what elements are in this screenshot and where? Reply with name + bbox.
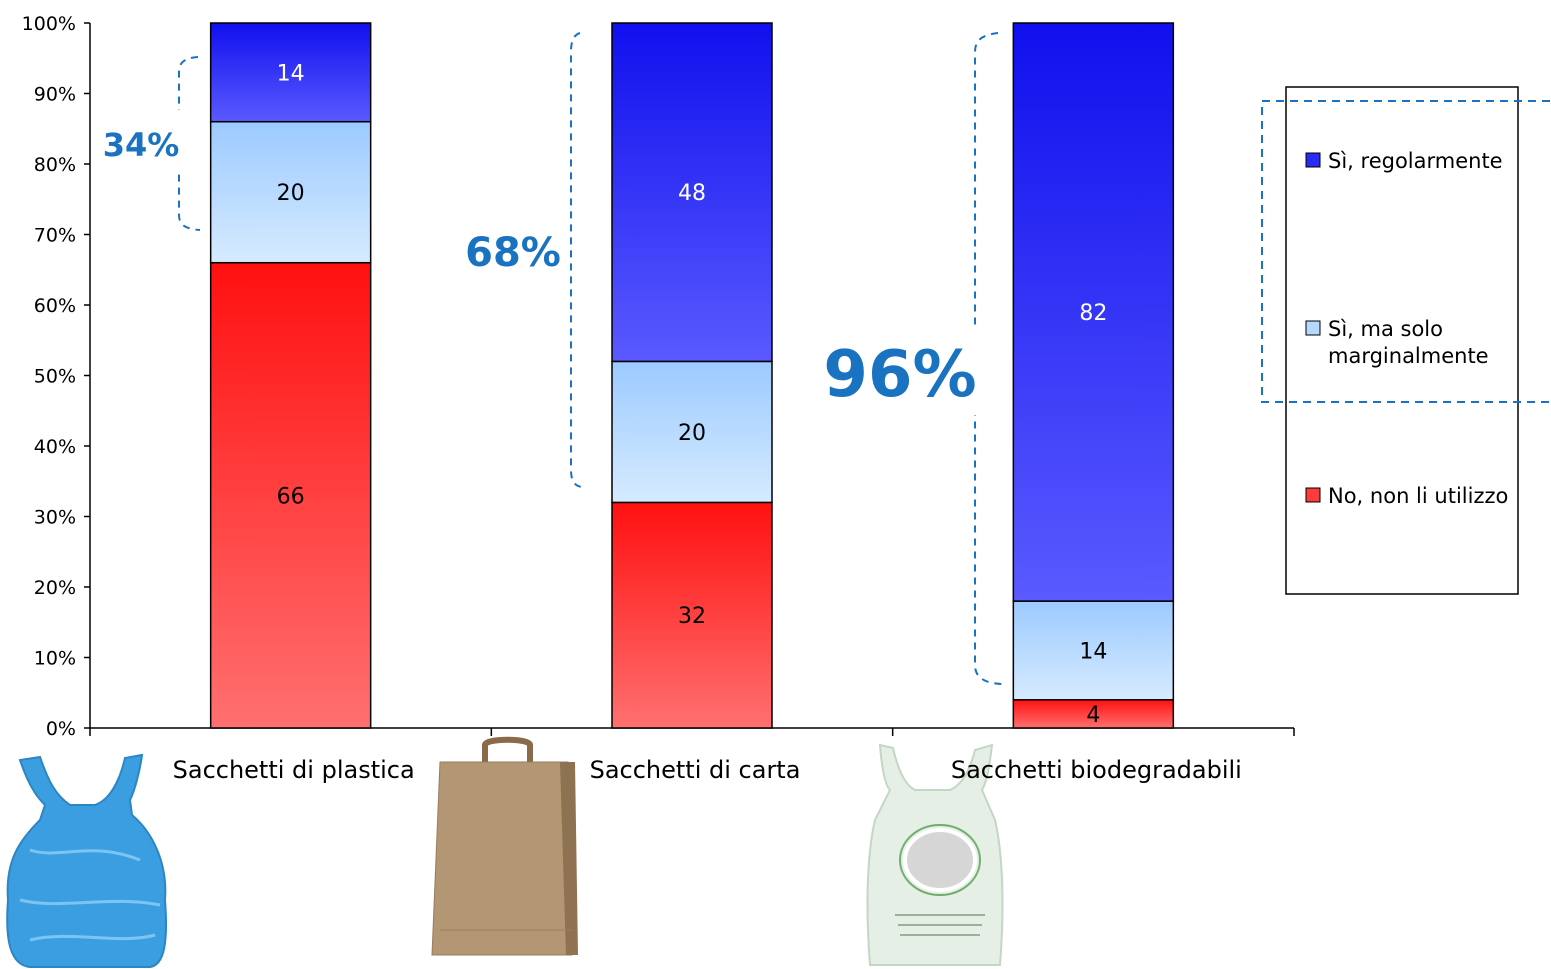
paper-bag-icon bbox=[432, 740, 578, 955]
data-label: 14 bbox=[1079, 639, 1107, 664]
data-label: 20 bbox=[277, 181, 305, 206]
data-label: 4 bbox=[1086, 703, 1100, 728]
y-tick-label: 60% bbox=[34, 295, 76, 317]
y-tick-label: 20% bbox=[34, 577, 76, 599]
chart-bars: 66 20 14 Sacchetti di plastica 32 20 48 Sacchet… bbox=[173, 23, 1242, 784]
data-label: 48 bbox=[678, 181, 706, 206]
legend-label: Sì, regolarmente bbox=[1328, 149, 1503, 173]
x-category-label: Sacchetti biodegradabili bbox=[951, 756, 1242, 784]
y-tick-label: 40% bbox=[34, 436, 76, 458]
y-tick-label: 0% bbox=[46, 718, 76, 740]
legend-swatch bbox=[1306, 321, 1320, 335]
y-tick-label: 90% bbox=[34, 84, 76, 106]
y-tick-label: 100% bbox=[22, 13, 76, 35]
legend-label: Sì, ma solo bbox=[1328, 317, 1443, 341]
y-tick-label: 50% bbox=[34, 366, 76, 388]
callout-plastic-total: 34% bbox=[103, 126, 180, 164]
legend-swatch bbox=[1306, 153, 1320, 167]
legend-label: No, non li utilizzo bbox=[1328, 484, 1508, 508]
brace-68 bbox=[571, 33, 582, 487]
y-tick-label: 10% bbox=[34, 648, 76, 670]
x-category-label: Sacchetti di carta bbox=[590, 756, 801, 784]
callout-biodegradable-total: 96% bbox=[823, 338, 976, 412]
y-tick-label: 30% bbox=[34, 507, 76, 529]
data-label: 20 bbox=[678, 421, 706, 446]
data-label: 66 bbox=[277, 484, 305, 509]
legend-label: marginalmente bbox=[1328, 344, 1489, 368]
plastic-bag-icon bbox=[7, 755, 166, 967]
data-label: 82 bbox=[1079, 301, 1107, 326]
callout-paper-total: 68% bbox=[465, 230, 561, 276]
y-tick-label: 80% bbox=[34, 154, 76, 176]
legend-swatch bbox=[1306, 488, 1320, 502]
y-tick-label: 70% bbox=[34, 225, 76, 247]
data-label: 14 bbox=[277, 61, 305, 86]
legend: Sì, regolarmente Sì, ma solo marginalmente… bbox=[1262, 87, 1550, 594]
data-label: 32 bbox=[678, 604, 706, 629]
x-category-label: Sacchetti di plastica bbox=[173, 756, 415, 784]
